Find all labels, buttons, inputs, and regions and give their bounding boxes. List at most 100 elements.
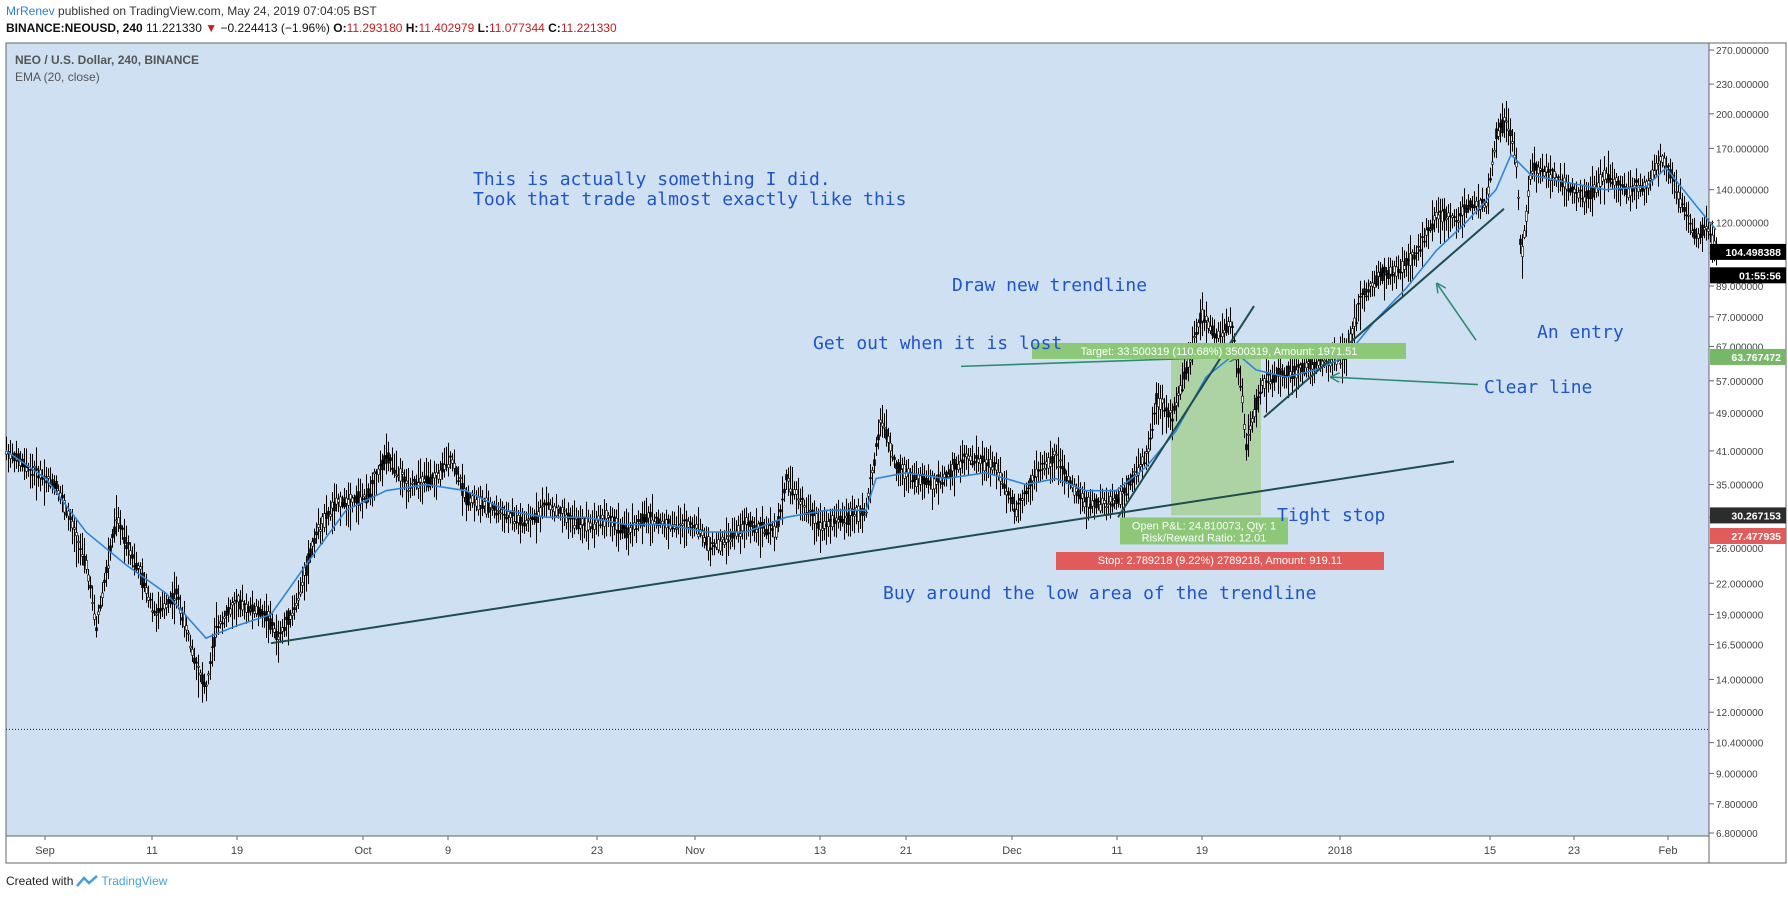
arrow-3[interactable]: [1331, 377, 1479, 386]
candle-body: [975, 455, 978, 459]
annotation-text[interactable]: Took that trade almost exactly like this: [473, 189, 906, 210]
candle-body: [1663, 157, 1666, 167]
candle-body: [327, 510, 330, 515]
candle-body: [1511, 141, 1514, 144]
annotation-text[interactable]: Buy around the low area of the trendline: [883, 583, 1316, 604]
candle-body: [1245, 444, 1248, 451]
chart-pane[interactable]: [5, 42, 1710, 864]
candle-body: [223, 616, 226, 619]
symbol-info-bar: BINANCE:NEOUSD, 240 11.221330 ▼ −0.22441…: [6, 21, 617, 35]
candle-body: [785, 474, 788, 481]
candle-body: [1519, 238, 1522, 245]
candle-body: [1003, 484, 1006, 489]
arrow-2[interactable]: [1437, 284, 1477, 341]
annotation-text[interactable]: Get out when it is lost: [813, 333, 1062, 354]
candle-body: [1227, 321, 1230, 327]
candle-body: [1709, 233, 1712, 236]
candle-body: [589, 522, 592, 527]
candle-body: [915, 479, 918, 487]
candle-body: [1491, 161, 1494, 165]
candle-body: [765, 528, 768, 536]
candle-body: [153, 610, 156, 614]
candle-body: [159, 608, 162, 612]
candle-body: [1067, 476, 1070, 481]
target-label-bg[interactable]: [1032, 342, 1406, 359]
candle-body: [1499, 122, 1502, 128]
x-tick-label: 9: [445, 845, 451, 857]
candle-body: [1311, 364, 1314, 370]
close-value: 11.221330: [560, 21, 617, 35]
annotation-text[interactable]: Clear line: [1484, 377, 1592, 398]
y-tick-label: 14.000000: [1716, 675, 1764, 686]
candle-body: [1077, 489, 1080, 497]
candle-body: [1273, 374, 1276, 383]
candle-body: [691, 526, 694, 529]
candle-body: [69, 516, 72, 521]
candle-body: [191, 648, 194, 656]
candle-body: [965, 453, 968, 458]
time-axis[interactable]: [5, 835, 1710, 864]
candle-body: [1323, 359, 1326, 363]
candle-body: [1355, 322, 1358, 325]
trendline-3[interactable]: [1263, 207, 1505, 419]
candle-body: [443, 464, 446, 470]
candle-body: [1231, 326, 1234, 328]
candle-body: [111, 534, 114, 539]
candle-body: [87, 574, 90, 582]
candle-body: [1637, 185, 1640, 192]
candle-body: [1395, 266, 1398, 277]
low-label: L:: [477, 21, 489, 35]
candle-body: [1523, 230, 1526, 238]
candle-body: [1405, 258, 1408, 266]
author-link[interactable]: MrRenev: [6, 4, 55, 18]
candle-body: [1483, 204, 1486, 208]
candle-body: [1281, 370, 1284, 377]
candle-body: [775, 527, 778, 538]
candle-body: [1241, 395, 1244, 404]
candle-body: [579, 524, 582, 529]
candle-body: [1271, 379, 1274, 383]
tradingview-brand-link[interactable]: TradingView: [101, 874, 168, 888]
price-tag-bg: [1710, 507, 1786, 524]
annotation-text[interactable]: Draw new trendline: [952, 275, 1147, 296]
candle-body: [221, 622, 224, 625]
candle-body: [67, 510, 70, 517]
candle-body: [1449, 215, 1452, 218]
candle-body: [667, 518, 670, 524]
candle-body: [1115, 494, 1118, 504]
candle-body: [1247, 434, 1250, 436]
candle-body: [1557, 176, 1560, 178]
candle-body: [295, 602, 298, 606]
trendline-1[interactable]: [270, 460, 1455, 645]
candle-body: [1217, 330, 1220, 339]
candle-body: [211, 646, 214, 649]
stop-label-bg[interactable]: [1056, 551, 1384, 570]
candle-body: [1459, 212, 1462, 217]
candle-body: [1309, 359, 1312, 370]
candle-body: [1107, 503, 1110, 505]
price-axis[interactable]: [1708, 42, 1787, 864]
candle-body: [1183, 371, 1186, 380]
ema-line[interactable]: [5, 153, 1717, 640]
candle-body: [1541, 168, 1544, 173]
candle-body: [1457, 220, 1460, 223]
candle-body: [91, 602, 94, 604]
candle-body: [871, 470, 874, 474]
trendline-2[interactable]: [1117, 305, 1255, 518]
candle-body: [629, 527, 632, 533]
candle-body: [459, 477, 462, 479]
candle-body: [113, 526, 116, 535]
candle-body: [741, 524, 744, 532]
publish-info: MrRenev published on TradingView.com, Ma…: [6, 4, 377, 18]
annotation-text[interactable]: This is actually something I did.: [473, 169, 831, 190]
candle-body: [1605, 173, 1608, 180]
open-pl-label-bg[interactable]: [1120, 517, 1288, 545]
annotation-text[interactable]: An entry: [1537, 322, 1624, 343]
candle-body: [521, 522, 524, 524]
candle-body: [481, 505, 484, 509]
candle-body: [865, 511, 868, 514]
candle-body: [695, 524, 698, 529]
candle-body: [1677, 191, 1680, 200]
annotation-text[interactable]: Tight stop: [1277, 505, 1385, 526]
